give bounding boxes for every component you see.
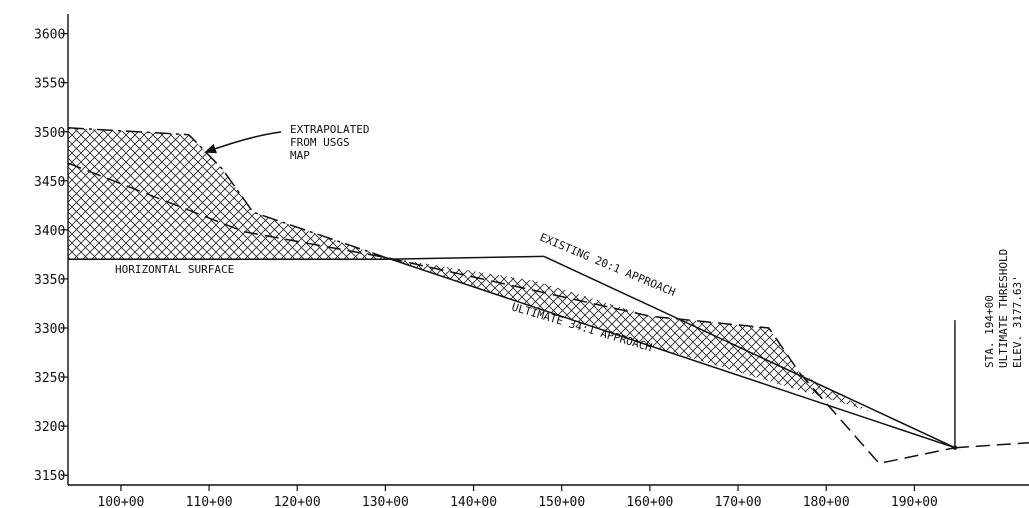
threshold-label: ULTIMATE THRESHOLD xyxy=(997,249,1010,368)
x-tick-label: 110+00 xyxy=(186,495,233,508)
x-tick-label: 130+00 xyxy=(362,495,409,508)
profile-line-terrain-lower xyxy=(67,162,956,465)
x-tick-label: 140+00 xyxy=(450,495,497,508)
axes xyxy=(67,14,1029,486)
x-tick-label: 190+00 xyxy=(891,495,938,508)
profile-line-terrain-usgs xyxy=(67,127,386,259)
y-tick-label: 3200 xyxy=(34,420,65,435)
hatched-obstruction-regions xyxy=(68,127,871,412)
profile-lines xyxy=(67,127,1029,465)
y-tick-label: 3450 xyxy=(34,175,65,190)
horizontal-surface-label: HORIZONTAL SURFACE xyxy=(115,263,234,276)
x-axis-ticks: 100+00 110+00 120+00 130+00 140+00 150+00 160+… xyxy=(97,485,938,508)
y-tick-label: 3400 xyxy=(34,224,65,239)
y-tick-label: 3600 xyxy=(34,28,65,43)
station-annotation: STA. 194+00 ULTIMATE THRESHOLD ELEV. 317… xyxy=(983,249,1024,368)
threshold-elevation-label: ELEV. 3177.63' xyxy=(1011,275,1024,368)
x-tick-label: 150+00 xyxy=(538,495,585,508)
x-tick-label: 170+00 xyxy=(715,495,762,508)
extrapolated-label-line-1: EXTRAPOLATED xyxy=(290,123,369,136)
extrapolated-annotation: EXTRAPOLATED FROM USGS MAP xyxy=(204,123,369,162)
x-tick-label: 160+00 xyxy=(626,495,673,508)
station-marker xyxy=(952,320,958,450)
y-tick-label: 3150 xyxy=(34,469,65,484)
y-tick-label: 3250 xyxy=(34,371,65,386)
y-tick-label: 3350 xyxy=(34,273,65,288)
x-tick-label: 120+00 xyxy=(274,495,321,508)
hatched-region xyxy=(68,127,386,260)
profile-line-ultimate-34-1 xyxy=(385,256,956,449)
extrapolated-label-line-2: FROM USGS xyxy=(290,136,350,149)
x-tick-label: 100+00 xyxy=(97,495,144,508)
y-axis-ticks: 3150 3200 3250 3300 3350 3400 3450 3500 3550 3600 xyxy=(34,28,68,484)
hatched-region xyxy=(385,257,871,412)
profile-line-threshold-right xyxy=(954,442,1029,449)
extrapolated-leader-arrow xyxy=(204,131,282,154)
y-tick-label: 3500 xyxy=(34,126,65,141)
profile-line-horizontal-surface xyxy=(68,255,545,261)
y-tick-label: 3300 xyxy=(34,322,65,337)
x-tick-label: 180+00 xyxy=(803,495,850,508)
station-label: STA. 194+00 xyxy=(983,295,996,368)
threshold-point xyxy=(952,445,958,450)
y-tick-label: 3550 xyxy=(34,77,65,92)
extrapolated-label-line-3: MAP xyxy=(290,149,310,162)
profile-line-existing-20-1 xyxy=(543,255,956,449)
